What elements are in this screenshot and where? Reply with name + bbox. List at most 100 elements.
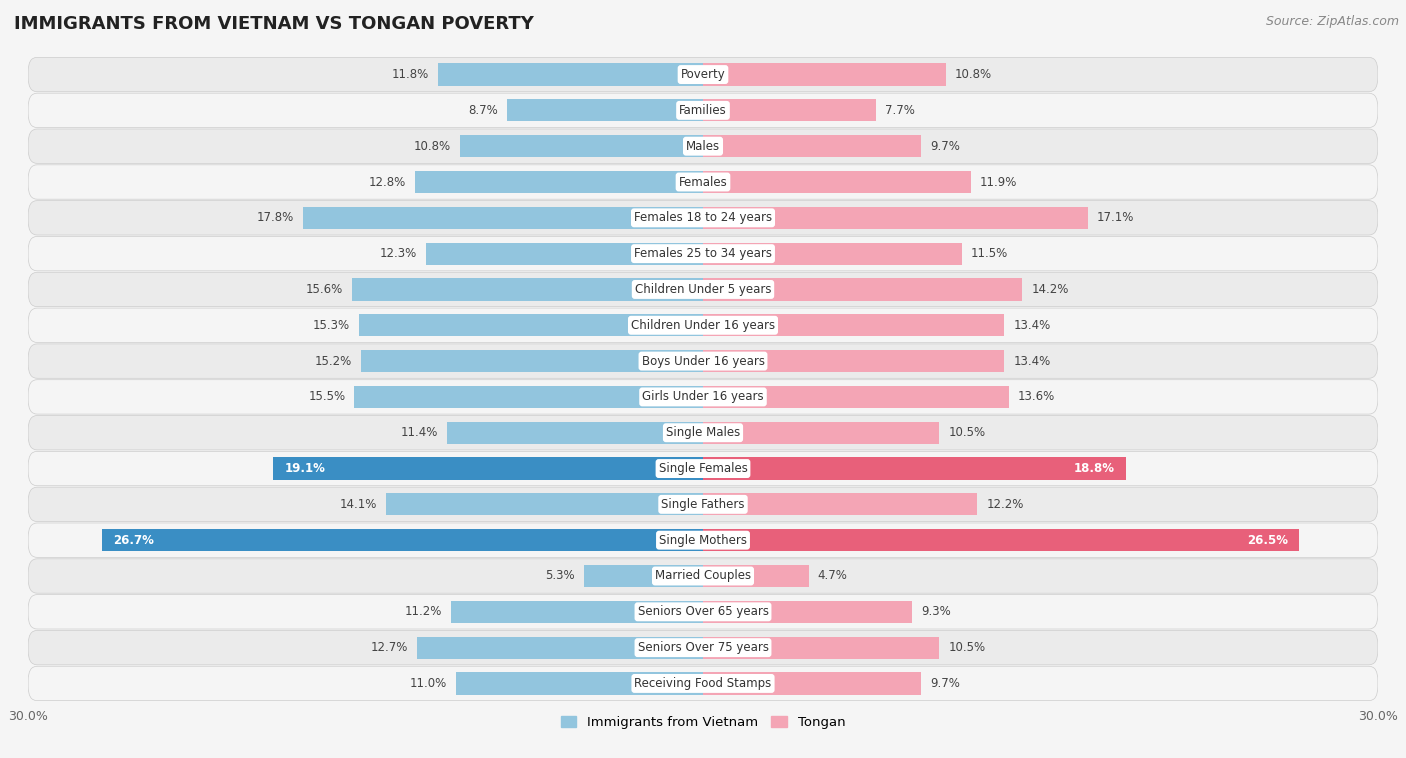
Text: 13.4%: 13.4%: [1014, 355, 1050, 368]
Text: 15.6%: 15.6%: [307, 283, 343, 296]
Text: 9.7%: 9.7%: [931, 139, 960, 152]
Text: Source: ZipAtlas.com: Source: ZipAtlas.com: [1265, 15, 1399, 28]
Text: 26.5%: 26.5%: [1247, 534, 1288, 547]
Bar: [460, 135, 703, 158]
FancyBboxPatch shape: [28, 559, 1378, 594]
Bar: [354, 386, 703, 408]
Bar: [415, 171, 703, 193]
Text: 10.5%: 10.5%: [948, 426, 986, 439]
FancyBboxPatch shape: [28, 164, 1378, 199]
Bar: [703, 64, 946, 86]
FancyBboxPatch shape: [28, 487, 1378, 522]
Text: 13.6%: 13.6%: [1018, 390, 1054, 403]
Text: Families: Families: [679, 104, 727, 117]
Bar: [703, 278, 1022, 301]
Text: Single Males: Single Males: [666, 426, 740, 439]
Text: Poverty: Poverty: [681, 68, 725, 81]
Bar: [703, 672, 921, 694]
Text: 11.4%: 11.4%: [401, 426, 437, 439]
Text: Single Females: Single Females: [658, 462, 748, 475]
FancyBboxPatch shape: [28, 666, 1378, 700]
Bar: [385, 493, 703, 515]
Text: Seniors Over 65 years: Seniors Over 65 years: [637, 606, 769, 619]
Bar: [703, 243, 962, 265]
Bar: [273, 457, 703, 480]
Bar: [703, 565, 808, 587]
Text: 12.7%: 12.7%: [371, 641, 408, 654]
Legend: Immigrants from Vietnam, Tongan: Immigrants from Vietnam, Tongan: [555, 710, 851, 735]
Text: Married Couples: Married Couples: [655, 569, 751, 582]
Bar: [456, 672, 703, 694]
Text: 9.3%: 9.3%: [921, 606, 950, 619]
Bar: [352, 278, 703, 301]
Bar: [359, 314, 703, 337]
Text: 11.8%: 11.8%: [391, 68, 429, 81]
Text: Single Mothers: Single Mothers: [659, 534, 747, 547]
Bar: [426, 243, 703, 265]
Text: Single Fathers: Single Fathers: [661, 498, 745, 511]
FancyBboxPatch shape: [28, 129, 1378, 164]
Text: 11.2%: 11.2%: [405, 606, 441, 619]
FancyBboxPatch shape: [28, 344, 1378, 378]
Text: 12.3%: 12.3%: [380, 247, 418, 260]
Bar: [302, 207, 703, 229]
Text: Seniors Over 75 years: Seniors Over 75 years: [637, 641, 769, 654]
Text: 11.5%: 11.5%: [970, 247, 1008, 260]
Text: 7.7%: 7.7%: [886, 104, 915, 117]
Bar: [703, 135, 921, 158]
Bar: [508, 99, 703, 121]
Bar: [703, 457, 1126, 480]
Text: 11.0%: 11.0%: [409, 677, 447, 690]
Bar: [447, 421, 703, 444]
Bar: [583, 565, 703, 587]
Bar: [703, 421, 939, 444]
Text: 15.2%: 15.2%: [315, 355, 352, 368]
Bar: [103, 529, 703, 551]
Text: 15.5%: 15.5%: [308, 390, 346, 403]
Bar: [703, 207, 1088, 229]
Bar: [703, 171, 970, 193]
Text: 13.4%: 13.4%: [1014, 319, 1050, 332]
FancyBboxPatch shape: [28, 93, 1378, 127]
Bar: [437, 64, 703, 86]
Text: 18.8%: 18.8%: [1074, 462, 1115, 475]
Text: 4.7%: 4.7%: [818, 569, 848, 582]
FancyBboxPatch shape: [28, 308, 1378, 343]
Text: Children Under 5 years: Children Under 5 years: [634, 283, 772, 296]
FancyBboxPatch shape: [28, 272, 1378, 307]
Text: 26.7%: 26.7%: [114, 534, 155, 547]
Text: 15.3%: 15.3%: [312, 319, 350, 332]
Bar: [703, 99, 876, 121]
FancyBboxPatch shape: [28, 380, 1378, 414]
Bar: [703, 493, 977, 515]
Text: 12.2%: 12.2%: [987, 498, 1024, 511]
Text: 9.7%: 9.7%: [931, 677, 960, 690]
Text: 8.7%: 8.7%: [468, 104, 498, 117]
Bar: [361, 350, 703, 372]
Bar: [703, 600, 912, 623]
Bar: [703, 314, 1004, 337]
Text: 5.3%: 5.3%: [546, 569, 575, 582]
FancyBboxPatch shape: [28, 451, 1378, 486]
Bar: [703, 637, 939, 659]
Text: IMMIGRANTS FROM VIETNAM VS TONGAN POVERTY: IMMIGRANTS FROM VIETNAM VS TONGAN POVERT…: [14, 15, 534, 33]
Text: Males: Males: [686, 139, 720, 152]
Text: 19.1%: 19.1%: [284, 462, 325, 475]
Text: Children Under 16 years: Children Under 16 years: [631, 319, 775, 332]
FancyBboxPatch shape: [28, 236, 1378, 271]
Bar: [451, 600, 703, 623]
FancyBboxPatch shape: [28, 631, 1378, 665]
Text: 11.9%: 11.9%: [980, 176, 1017, 189]
FancyBboxPatch shape: [28, 415, 1378, 450]
Text: 12.8%: 12.8%: [368, 176, 406, 189]
Text: Girls Under 16 years: Girls Under 16 years: [643, 390, 763, 403]
Text: 10.8%: 10.8%: [413, 139, 451, 152]
Bar: [703, 386, 1010, 408]
FancyBboxPatch shape: [28, 523, 1378, 557]
Text: Females: Females: [679, 176, 727, 189]
Text: Boys Under 16 years: Boys Under 16 years: [641, 355, 765, 368]
Text: 14.1%: 14.1%: [339, 498, 377, 511]
Bar: [418, 637, 703, 659]
Text: 17.1%: 17.1%: [1097, 211, 1135, 224]
FancyBboxPatch shape: [28, 594, 1378, 629]
